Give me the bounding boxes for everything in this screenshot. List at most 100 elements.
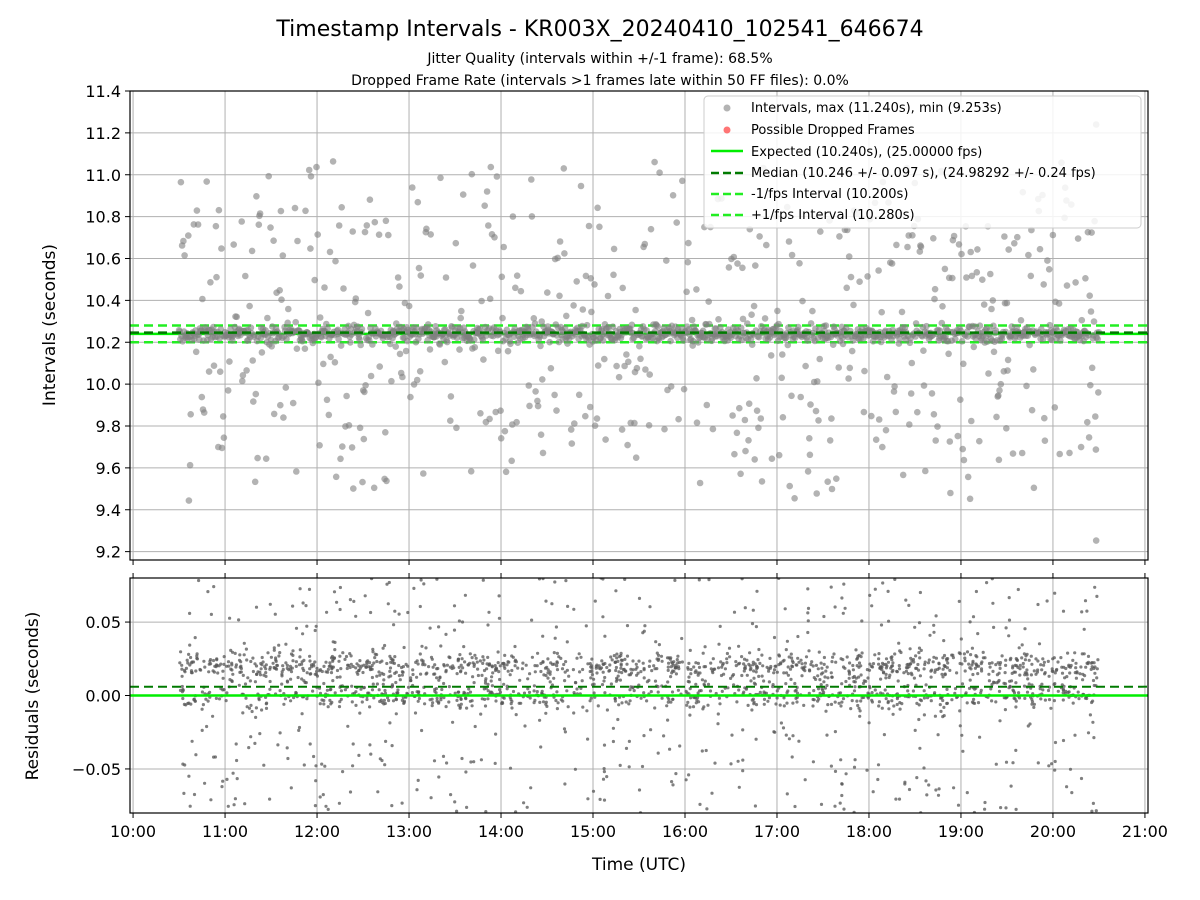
residual-point	[814, 677, 818, 682]
residual-point	[758, 690, 762, 695]
residual-point	[803, 661, 808, 665]
interval-point	[343, 392, 350, 400]
residual-point	[563, 679, 567, 683]
residual-point	[400, 673, 404, 677]
residual-point	[329, 702, 333, 706]
residual-point	[873, 587, 877, 591]
interval-point	[180, 237, 187, 245]
interval-point	[784, 341, 792, 349]
residual-point	[917, 717, 921, 722]
interval-point	[307, 173, 315, 180]
interval-point	[990, 348, 998, 356]
residual-point	[247, 746, 251, 750]
residual-point	[552, 651, 556, 655]
residual-point	[577, 652, 581, 656]
residual-point	[222, 655, 226, 659]
residual-point	[831, 655, 835, 659]
intervals-y-tick-label: 10.8	[85, 208, 121, 227]
residual-point	[239, 666, 243, 671]
interval-point	[1082, 275, 1089, 282]
residual-point	[375, 674, 379, 678]
interval-point	[959, 445, 966, 453]
residual-point	[349, 654, 353, 658]
residual-point	[300, 712, 304, 716]
residual-point	[609, 682, 614, 686]
residual-point	[1002, 696, 1006, 700]
interval-point	[486, 295, 494, 303]
residual-point	[225, 777, 229, 782]
residual-point	[853, 758, 857, 762]
residual-point	[528, 672, 532, 676]
residual-point	[400, 698, 404, 703]
residual-point	[1037, 642, 1042, 646]
residual-point	[436, 666, 440, 671]
residual-point	[716, 722, 720, 726]
interval-point	[1074, 235, 1082, 242]
residual-point	[873, 688, 877, 692]
interval-point	[594, 362, 602, 369]
residual-point	[1047, 698, 1052, 702]
residual-point	[190, 739, 194, 743]
residual-point	[468, 690, 473, 694]
residual-point	[635, 665, 639, 669]
residual-point	[494, 666, 498, 670]
residual-point	[565, 640, 569, 644]
interval-point	[846, 364, 854, 372]
interval-point	[582, 412, 589, 420]
interval-point	[414, 198, 422, 206]
residual-point	[348, 665, 352, 670]
residual-point	[234, 665, 238, 669]
residual-point	[590, 666, 594, 670]
residual-point	[772, 671, 776, 675]
residual-point	[893, 652, 897, 656]
residual-point	[745, 673, 749, 677]
interval-point	[960, 456, 968, 464]
residual-point	[229, 667, 233, 671]
residual-point	[1079, 665, 1083, 669]
interval-point	[673, 219, 680, 226]
residual-point	[906, 689, 910, 693]
intervals-y-tick-label: 11.2	[85, 124, 121, 143]
residual-point	[304, 604, 308, 608]
residual-point	[918, 698, 922, 702]
interval-point	[826, 437, 834, 444]
residual-point	[560, 667, 565, 671]
residual-point	[208, 659, 212, 664]
interval-point	[809, 307, 816, 315]
interval-point	[864, 273, 871, 280]
residual-point	[289, 677, 293, 681]
residual-point	[669, 675, 673, 679]
interval-point	[453, 424, 460, 432]
residual-point	[873, 653, 877, 657]
interval-point	[1088, 229, 1095, 236]
residual-point	[298, 648, 302, 652]
residual-point	[216, 671, 220, 675]
residual-point	[513, 659, 517, 663]
residual-point	[822, 680, 826, 684]
residual-point	[377, 670, 381, 674]
interval-point	[293, 345, 301, 353]
interval-point	[210, 362, 218, 370]
residual-point	[442, 696, 446, 700]
residual-point	[406, 685, 411, 689]
residual-point	[918, 590, 923, 595]
interval-point	[575, 391, 583, 399]
interval-point	[239, 372, 247, 379]
residual-point	[637, 659, 641, 663]
interval-point	[988, 305, 995, 313]
interval-point	[436, 341, 444, 348]
residual-point	[365, 660, 369, 664]
residual-point	[850, 699, 854, 703]
interval-point	[839, 340, 847, 348]
residual-point	[1004, 806, 1008, 810]
interval-point	[366, 196, 374, 203]
residual-point	[941, 656, 945, 660]
residual-point	[496, 661, 500, 665]
residual-point	[888, 673, 892, 677]
residual-point	[750, 622, 755, 626]
residual-point	[854, 648, 858, 652]
interval-point	[1092, 446, 1100, 453]
residual-point	[1091, 720, 1095, 724]
residual-point	[555, 664, 559, 668]
residual-point	[212, 585, 216, 589]
